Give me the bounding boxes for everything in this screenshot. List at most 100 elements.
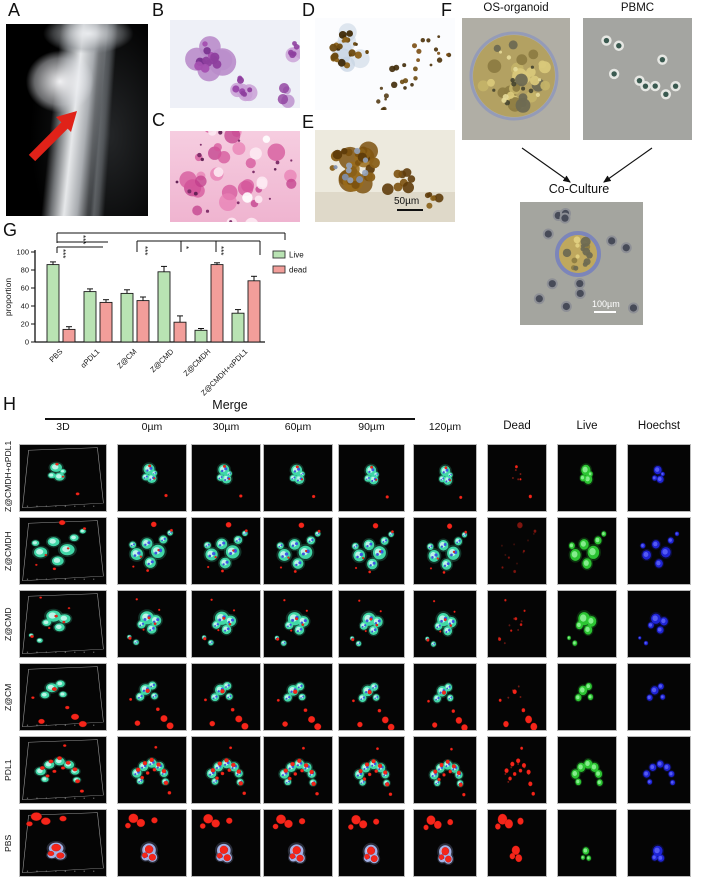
micro-cell-Z@CMDH-Hoechst	[627, 517, 691, 585]
micro-cell-Z@CMD-3D	[19, 590, 107, 658]
micro-cell-Z@CM-90µm	[338, 663, 405, 731]
g-xtick: PBS	[47, 347, 64, 364]
g-significance-label: ***	[78, 235, 87, 244]
pbmc-title: PBMC	[620, 2, 655, 14]
micro-cell-Z@CMDH-0µm	[117, 517, 187, 585]
g-ytick: 100	[16, 248, 29, 257]
micro-cell-PBS-0µm	[117, 809, 187, 877]
g-legend-swatch-Live	[272, 250, 286, 259]
micro-cell-Z@CM-30µm	[191, 663, 261, 731]
g-bar-Live-Z@CM	[120, 292, 134, 343]
h-col-label-Dead: Dead	[503, 420, 531, 432]
micro-cell-PDL1-90µm	[338, 736, 405, 804]
co-culture-image	[520, 202, 643, 325]
g-ytick: 80	[21, 266, 29, 275]
micro-cell-PDL1-30µm	[191, 736, 261, 804]
micro-cell-PBS-60µm	[263, 809, 333, 877]
micro-cell-Z@CMDH+αPDL1-30µm	[191, 444, 261, 512]
micro-cell-PBS-90µm	[338, 809, 405, 877]
micro-cell-PDL1-3D	[19, 736, 107, 804]
g-bar-dead-Z@CMD	[173, 321, 187, 343]
g-significance-label: ***	[140, 246, 149, 255]
panel-h-label: H	[3, 394, 16, 414]
g-bar-Live-Z@CMDH+αPDL1	[231, 312, 245, 343]
g-legend-label: dead	[289, 266, 307, 275]
micro-cell-Z@CM-Live	[557, 663, 617, 731]
tumor-arrow-icon	[28, 111, 77, 162]
micro-cell-Z@CMDH+αPDL1-120µm	[413, 444, 477, 512]
micro-cell-Z@CMDH-120µm	[413, 517, 477, 585]
h-col-label-90µm: 90µm	[358, 421, 385, 433]
g-bar-Live-Z@CMDH	[194, 329, 208, 343]
micro-cell-Z@CMD-Dead	[487, 590, 547, 658]
micro-cell-Z@CM-Dead	[487, 663, 547, 731]
g-bar-Live-PBS	[46, 264, 60, 343]
micro-cell-PDL1-120µm	[413, 736, 477, 804]
micro-cell-PBS-Dead	[487, 809, 547, 877]
h-row-label-Z@CMDH: Z@CMDH	[3, 531, 13, 571]
micro-cell-PDL1-Dead	[487, 736, 547, 804]
h-col-label-120µm: 120µm	[428, 421, 462, 433]
h-row-label-PDL1: PDL1	[3, 759, 13, 781]
histology-he-organoid-image	[170, 20, 300, 108]
co-culture-arrows-icon	[521, 147, 653, 183]
micro-cell-Z@CMD-30µm	[191, 590, 261, 658]
h-col-label-Hoechst: Hoechst	[637, 420, 681, 432]
panel-e-label: E	[302, 112, 315, 132]
g-xtick: Z@CM	[115, 347, 138, 370]
live-dead-bar-chart: 0 20 40 60 80 100 proportion PBS αPDL1 Z@CM Z@CMD Z…	[3, 232, 307, 397]
g-significance-label: *	[181, 246, 190, 249]
panel-g-label: G	[3, 220, 18, 240]
micro-cell-PBS-3D	[19, 809, 107, 877]
micro-cell-Z@CMDH+αPDL1-3D	[19, 444, 107, 512]
g-significance-label: ***	[216, 246, 225, 255]
scale-bar-label-100um: 100µm	[592, 299, 620, 309]
micro-cell-Z@CMDH+αPDL1-0µm	[117, 444, 187, 512]
g-ytick: 40	[21, 302, 29, 311]
micro-cell-Z@CM-60µm	[263, 663, 333, 731]
micro-cell-Z@CM-0µm	[117, 663, 187, 731]
panel-b-label: B	[152, 0, 165, 20]
micro-cell-Z@CMDH-60µm	[263, 517, 333, 585]
panel-a-label: A	[8, 0, 21, 20]
panel-h-grid: Merge 3D 0µm 30µm 60µm 90µm 120µm Dead Live Hoec…	[0, 396, 705, 881]
ihc-image-1	[315, 18, 455, 110]
panel-d-label: D	[302, 0, 315, 20]
h-col-label-3D: 3D	[56, 421, 70, 433]
h-row-label-Z@CM: Z@CM	[3, 683, 13, 711]
micro-cell-PDL1-0µm	[117, 736, 187, 804]
g-bar-dead-PBS	[62, 328, 76, 343]
micro-cell-Z@CM-3D	[19, 663, 107, 731]
micro-cell-Z@CM-120µm	[413, 663, 477, 731]
g-ytick: 20	[21, 320, 29, 329]
micro-cell-Z@CMDH-30µm	[191, 517, 261, 585]
h-col-label-60µm: 60µm	[284, 421, 312, 433]
g-bar-Live-αPDL1	[83, 291, 97, 343]
histology-he-tissue-image	[170, 131, 300, 222]
h-col-label-Live: Live	[576, 420, 598, 432]
os-organoid-title: OS-organoid	[483, 2, 549, 14]
micro-cell-PBS-Hoechst	[627, 809, 691, 877]
scale-bar-label-50um: 50µm	[394, 196, 420, 207]
pbmc-image	[583, 18, 692, 140]
g-ytick: 0	[25, 338, 29, 347]
g-bar-dead-αPDL1	[99, 301, 113, 343]
g-legend-swatch-dead	[272, 265, 286, 274]
micro-cell-Z@CMDH+αPDL1-Live	[557, 444, 617, 512]
micro-cell-Z@CMD-120µm	[413, 590, 477, 658]
micro-cell-Z@CMD-60µm	[263, 590, 333, 658]
micro-cell-PBS-120µm	[413, 809, 477, 877]
scale-bar-50um	[397, 209, 423, 211]
micro-cell-Z@CMDH-3D	[19, 517, 107, 585]
g-ylabel: proportion	[3, 278, 13, 317]
micro-cell-PBS-Live	[557, 809, 617, 877]
g-bar-Live-Z@CMD	[157, 271, 171, 343]
h-col-label-30µm: 30µm	[212, 421, 240, 433]
g-significance-label: ***	[58, 249, 67, 258]
g-bar-dead-Z@CMDH+αPDL1	[247, 280, 261, 343]
g-xtick: αPDL1	[79, 347, 102, 370]
micro-cell-PDL1-Live	[557, 736, 617, 804]
xray-image	[6, 24, 148, 216]
panel-f-label: F	[441, 0, 452, 20]
